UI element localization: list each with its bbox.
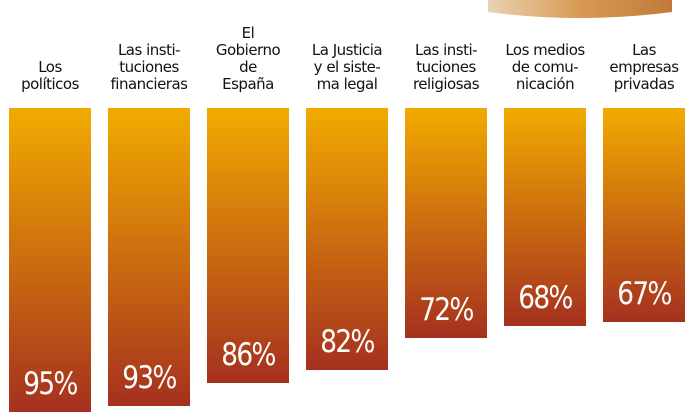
bar [9, 108, 91, 412]
value-label: 86% [221, 337, 276, 374]
value-label: 68% [518, 279, 573, 316]
value-label: 95% [23, 366, 78, 402]
bar [405, 108, 487, 339]
category-label: La Justicia y el siste- ma legal [311, 41, 383, 93]
value-label: 67% [617, 276, 672, 313]
category-label: Los medios de comu- nicación [505, 41, 585, 93]
photo-fragment [488, 0, 672, 18]
category-label: Los políticos [21, 58, 79, 93]
category-label: Las empresas privadas [609, 41, 679, 93]
bar [207, 108, 289, 384]
category-label: El Gobierno de España [215, 24, 281, 93]
value-label: 72% [419, 292, 474, 329]
bar [306, 108, 388, 371]
bar [504, 108, 586, 326]
category-label: Las insti- tuciones financieras [110, 41, 188, 93]
value-label: 93% [122, 359, 177, 396]
bar [108, 108, 190, 406]
category-label: Las insti- tuciones religiosas [412, 41, 480, 93]
bar [603, 108, 685, 323]
value-label: 82% [320, 324, 375, 361]
